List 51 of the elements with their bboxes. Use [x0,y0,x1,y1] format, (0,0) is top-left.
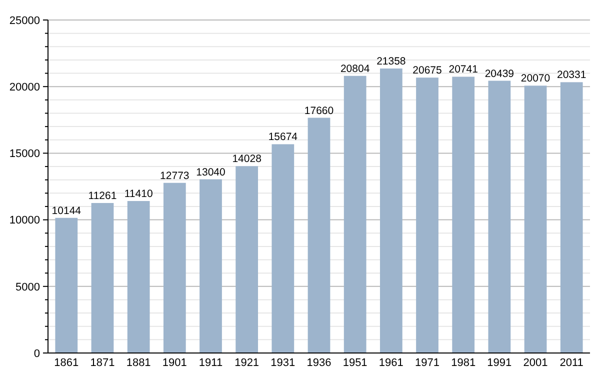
bar [91,203,114,353]
data-label: 13040 [196,166,226,178]
x-tick-label: 1901 [162,357,187,369]
x-tick-label: 1921 [234,357,260,369]
data-label: 12773 [160,170,190,182]
x-tick-label: 1861 [54,357,79,369]
y-tick-label: 20000 [9,81,40,94]
data-label: 10144 [52,204,82,217]
bar [560,82,583,353]
x-tick-label: 1971 [415,357,440,369]
data-label: 20331 [556,69,586,82]
y-tick-label: 10000 [9,214,40,227]
data-label: 20804 [340,62,370,75]
bar [200,179,222,353]
x-tick-label: 1991 [487,357,512,369]
bar [236,166,258,353]
y-tick-label: 25000 [9,14,40,27]
y-tick-label: 5000 [16,281,40,294]
bar [308,118,330,353]
y-tick-label: 0 [34,348,40,360]
x-tick-label: 1981 [451,357,476,369]
bar [163,182,186,353]
data-label: 20675 [412,64,442,77]
x-tick-label: 1881 [126,357,151,369]
bar [452,76,475,353]
data-label: 20439 [484,68,514,80]
bar [488,80,511,353]
x-tick-label: 1951 [342,357,368,369]
x-tick-label: 1961 [378,357,404,369]
bar [127,201,150,353]
x-tick-label: 2001 [523,357,548,369]
bar [344,76,366,353]
bar [272,144,294,353]
x-tick-label: 1911 [198,357,223,369]
x-tick-label: 2011 [560,357,584,369]
x-tick-label: 1936 [306,357,332,369]
data-label: 15674 [268,131,298,144]
x-tick-label: 1931 [270,357,296,369]
bar [524,86,547,353]
data-label: 17660 [304,104,334,117]
data-label: 11410 [124,188,153,200]
x-tick-label: 1871 [90,357,115,369]
bar [416,78,438,353]
data-label: 11261 [88,190,117,202]
bar [380,68,402,353]
bar [55,218,78,353]
data-label: 20070 [520,72,550,85]
data-label: 20741 [448,64,478,76]
data-label: 21358 [376,56,406,68]
y-tick-label: 15000 [9,148,40,160]
data-label: 14028 [232,153,262,166]
